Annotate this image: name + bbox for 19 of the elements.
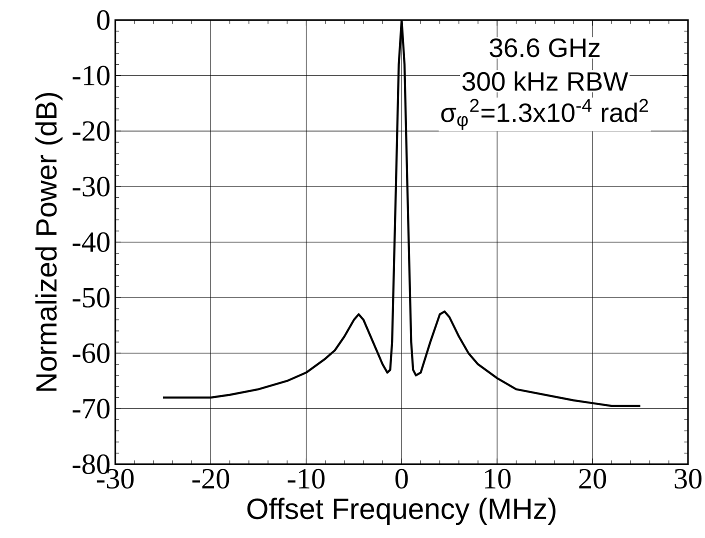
y-tick-label: -40 (72, 232, 110, 252)
x-tick-label: 30 (674, 468, 702, 489)
y-axis-title: Normalized Power (dB) (35, 92, 63, 391)
x-tick-label: 0 (395, 468, 408, 489)
y-tick-label: -70 (72, 398, 110, 419)
y-tick-label: -50 (72, 288, 110, 308)
y-tick-label: -20 (72, 121, 110, 141)
x-axis-title: Offset Frequency (MHz) (247, 498, 556, 526)
y-tick-label: -30 (72, 176, 110, 197)
annotation: σ$_{φ}$$^{2}$=1.3x10$^{-4}$ rad$^{2}$ (441, 98, 648, 130)
annotation: 300 kHz RBW (462, 71, 628, 91)
x-tick-label: 20 (579, 468, 606, 489)
x-tick-label: -10 (288, 468, 325, 489)
y-tick-label: -10 (72, 66, 110, 86)
y-tick-label: -60 (72, 343, 110, 364)
x-tick-label: 10 (485, 468, 511, 489)
annotation: 36.6 GHz (490, 38, 600, 58)
y-tick-label: 0 (97, 10, 110, 30)
x-tick-label: -20 (192, 468, 230, 489)
